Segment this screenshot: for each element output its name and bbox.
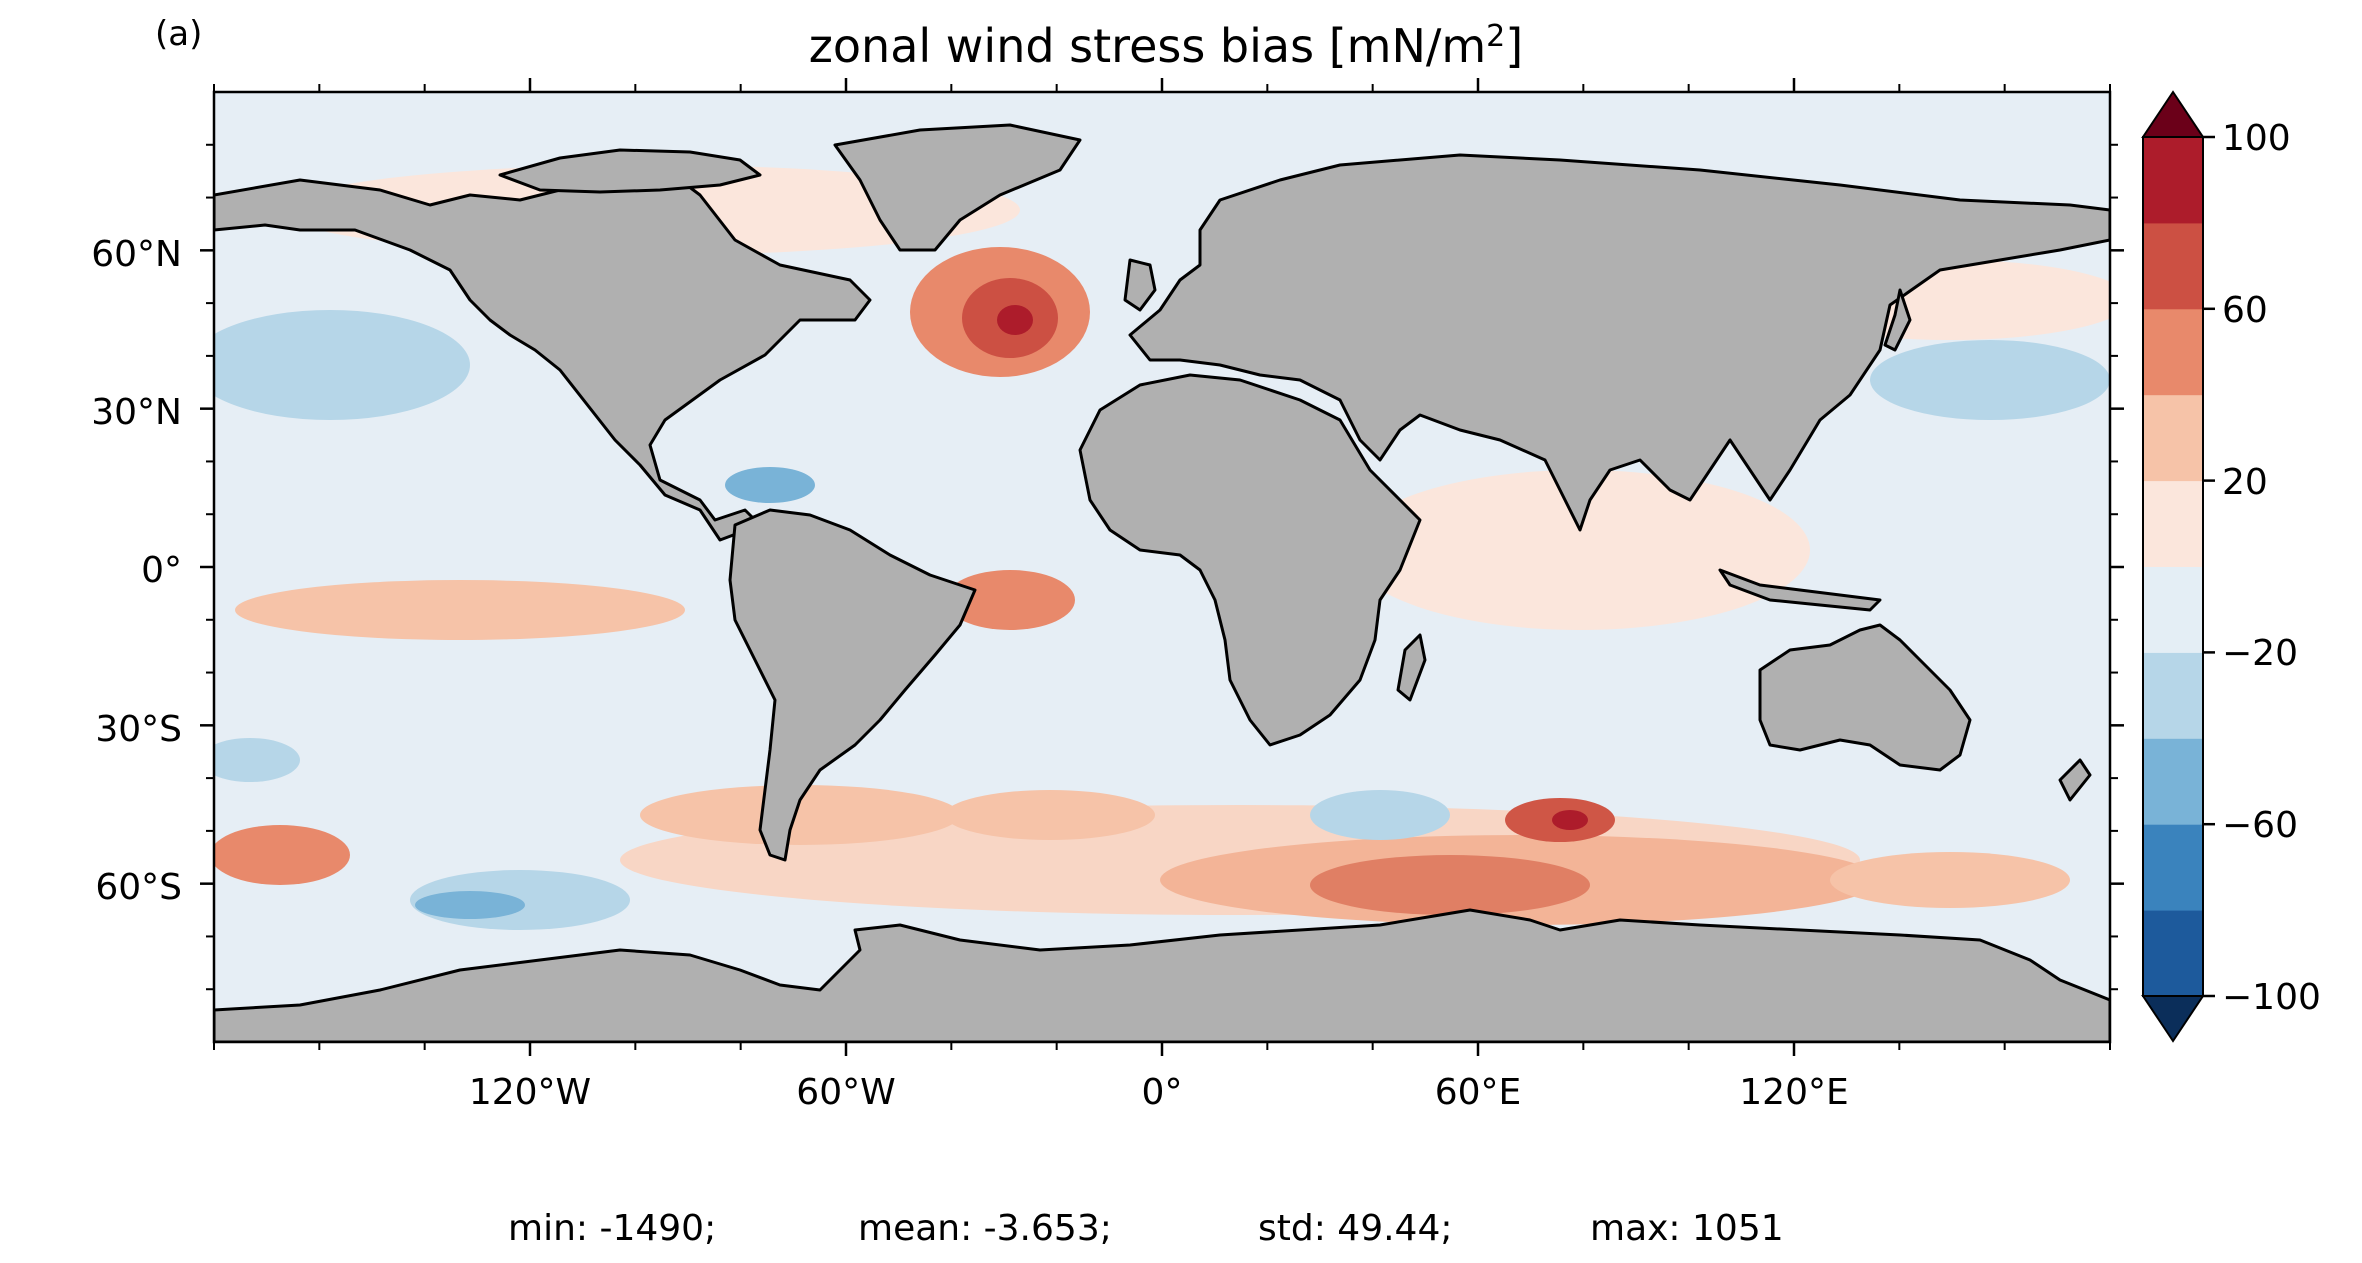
colorbar-segments — [2143, 137, 2203, 997]
australia — [1758, 623, 1972, 772]
colorbar-segment — [2143, 824, 2203, 911]
colorbar-under-arrow — [2141, 995, 2205, 1043]
stat-min: min: -1490; — [508, 1208, 716, 1249]
lat-tick-label: 60°S — [95, 867, 182, 908]
africa — [1078, 373, 1422, 747]
stat-std: std: 49.44; — [1258, 1208, 1452, 1249]
major-ticks — [200, 78, 2124, 1056]
colorbar-segment — [2143, 910, 2203, 997]
lon-tick-label: 0° — [1142, 1072, 1183, 1113]
british-isles — [1123, 258, 1157, 312]
indonesia — [1718, 568, 1882, 612]
colorbar-tick-label: 100 — [2222, 118, 2291, 159]
colorbar-segment — [2143, 394, 2203, 482]
colorbar: 100 60 20 −20 −60 −100 — [2141, 90, 2321, 1043]
colorbar-tick-label: 60 — [2222, 290, 2268, 331]
map-panel — [200, 78, 2124, 1056]
bias-field — [214, 165, 2110, 930]
colorbar-segment — [2143, 652, 2203, 739]
colorbar-tick-label: −60 — [2222, 805, 2298, 846]
lon-tick-labels: 120°W 60°W 0° 60°E 120°E — [469, 1072, 1849, 1113]
colorbar-tick-label: −20 — [2222, 633, 2298, 674]
colorbar-over-arrow — [2141, 90, 2205, 138]
lon-tick-label: 60°E — [1435, 1072, 1522, 1113]
stat-mean: mean: -3.653; — [858, 1208, 1112, 1249]
lat-tick-label: 30°S — [95, 709, 182, 750]
lon-tick-label: 120°W — [469, 1072, 591, 1113]
eurasia — [1128, 153, 2110, 532]
madagascar — [1396, 633, 1427, 702]
lat-tick-label: 30°N — [91, 392, 182, 433]
land — [214, 123, 2110, 1042]
japan — [1883, 288, 1912, 352]
greenland — [833, 123, 1082, 252]
lat-tick-labels: 60°N 30°N 0° 30°S 60°S — [91, 234, 182, 908]
south-america — [728, 508, 977, 862]
colorbar-tick-label: −100 — [2222, 977, 2321, 1018]
stats-line: min: -1490; mean: -3.653; std: 49.44; ma… — [508, 1208, 1784, 1249]
panel-label: (a) — [155, 14, 202, 54]
lat-tick-label: 60°N — [91, 234, 182, 275]
arctic-islands — [498, 148, 762, 194]
colorbar-segment — [2143, 137, 2203, 224]
colorbar-frame — [2142, 136, 2204, 997]
colorbar-segment — [2143, 308, 2203, 396]
colorbar-tick-labels: 100 60 20 −20 −60 −100 — [2222, 118, 2321, 1018]
antarctica — [214, 908, 2110, 1042]
map-title: zonal wind stress bias [mN/m2] — [809, 19, 1523, 73]
lon-tick-label: 120°E — [1739, 1072, 1848, 1113]
colorbar-segment — [2143, 222, 2203, 310]
lat-tick-label: 0° — [141, 550, 182, 591]
colorbar-segment — [2143, 480, 2203, 567]
minor-ticks — [206, 84, 2118, 1050]
new-zealand — [2058, 758, 2092, 802]
lon-tick-label: 60°W — [796, 1072, 895, 1113]
colorbar-ticks — [2203, 135, 2215, 998]
stat-max: max: 1051 — [1590, 1208, 1784, 1249]
colorbar-segment — [2143, 566, 2203, 653]
colorbar-tick-label: 20 — [2222, 462, 2268, 503]
colorbar-segment — [2143, 738, 2203, 825]
